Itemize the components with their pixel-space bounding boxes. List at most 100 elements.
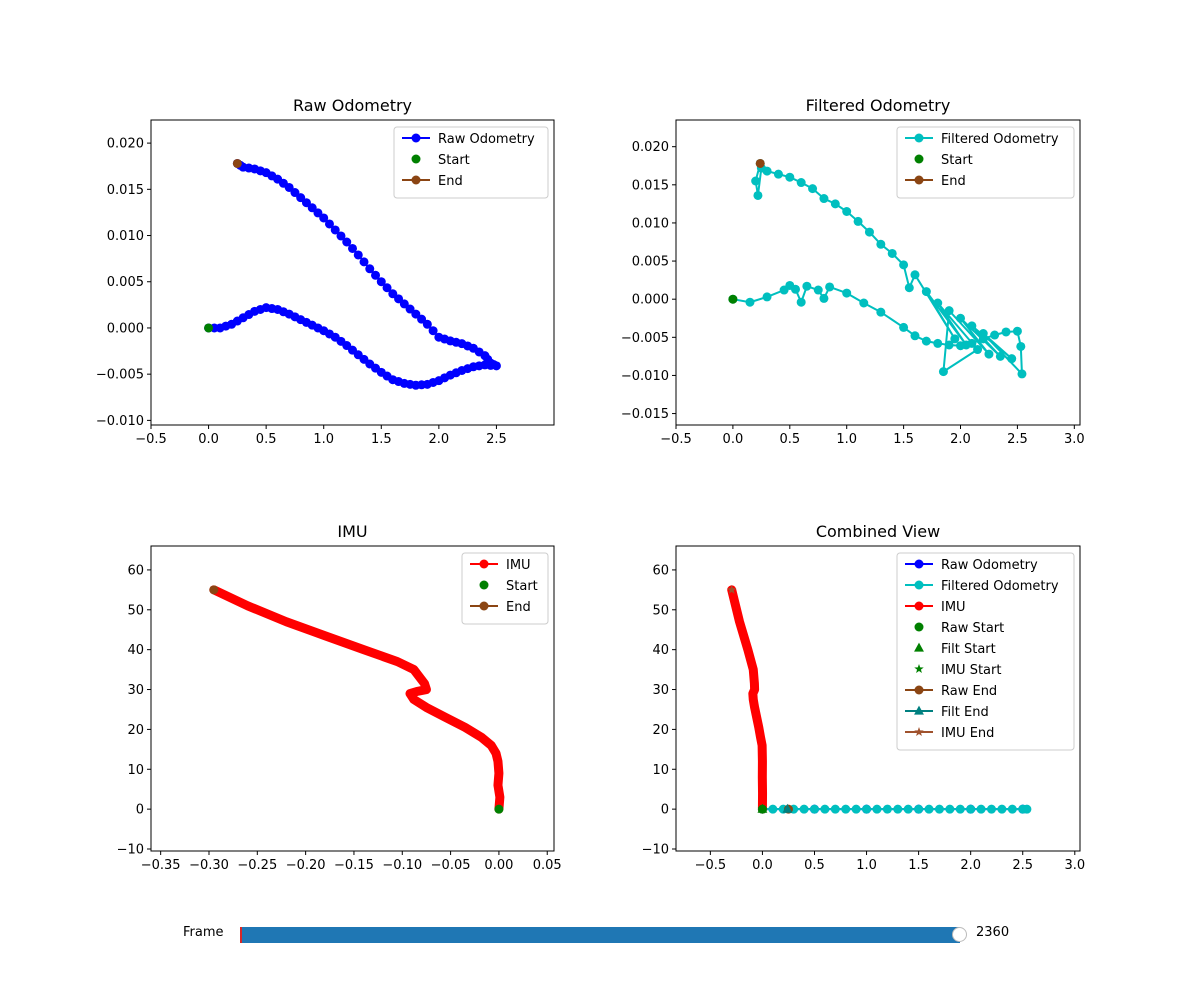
legend-handle-marker: [914, 727, 924, 736]
raw-odometry-point: [342, 237, 352, 247]
legend-box: [896, 126, 1075, 199]
filtered-odometry-point: [796, 297, 806, 307]
filtered-odometry-point: [790, 284, 800, 294]
frame-slider-handle[interactable]: [952, 927, 967, 942]
filtered-odometry-point: [1007, 804, 1017, 814]
slider-value: 2360: [976, 925, 1010, 940]
filtered-odometry-point: [1007, 354, 1017, 364]
legend-label: Filtered Odometry: [941, 132, 1059, 147]
x-tick-label: 2.5: [486, 432, 507, 447]
legend-handle-marker: [914, 705, 924, 715]
y-tick-label: −0.015: [621, 407, 669, 422]
legend-handle-marker: [479, 559, 489, 569]
plot-area: [209, 585, 505, 814]
x-tick-label: −0.20: [286, 858, 326, 873]
subplot-1: Filtered Odometry −0.5 0.0 0.5 1.0 1.5 2.0 2.5 3…: [621, 96, 1085, 447]
raw-odometry-point: [313, 208, 323, 218]
filtered-odometry-point: [961, 340, 971, 350]
filtered-odometry-point: [802, 281, 812, 291]
legend-label: End: [506, 600, 531, 615]
legend: IMU Start End: [461, 552, 549, 625]
raw-odometry-point: [405, 304, 415, 314]
y-tick-label: 0.010: [632, 216, 669, 231]
x-tick-label: 0.0: [723, 432, 744, 447]
y-tick-label: 50: [127, 603, 144, 618]
filtered-odometry-point: [785, 172, 795, 182]
y-tick-label: 0.015: [107, 183, 144, 198]
legend-label: IMU: [941, 600, 966, 615]
legend: Raw Odometry Start End: [393, 126, 549, 199]
filtered-odometry-point: [945, 804, 955, 814]
x-tick-label: −0.10: [382, 858, 422, 873]
filtered-odometry-point: [820, 804, 830, 814]
y-tick-label: 40: [652, 643, 669, 658]
raw-odometry-point: [330, 225, 340, 235]
filtered-odometry-point: [745, 297, 755, 307]
y-tick-label: 0.015: [632, 178, 669, 193]
filtered-odometry-point: [934, 804, 944, 814]
x-tick-label: −0.25: [237, 858, 277, 873]
subplot-3: Combined View −0.5 0.0 0.5 1.0 1.5 2.0 2.5 3.0 −1…: [642, 522, 1086, 873]
x-tick-label: 0.0: [752, 858, 773, 873]
x-tick-label: 1.0: [856, 858, 877, 873]
filtered-odometry-point: [830, 199, 840, 209]
legend-label: Raw Odometry: [941, 558, 1038, 573]
raw-odometry-point: [353, 250, 363, 260]
legend-label: Raw Odometry: [438, 132, 535, 147]
filtered-odometry-point: [872, 804, 882, 814]
legend-label: Filt End: [941, 705, 989, 720]
plot-area: [727, 584, 1032, 814]
filtered-odometry-point: [859, 298, 869, 308]
x-tick-label: 0.5: [256, 432, 277, 447]
legend-label: Start: [941, 153, 973, 168]
filtered-odometry-point: [893, 804, 903, 814]
filtered-odometry-point: [976, 804, 986, 814]
y-tick-label: −10: [642, 843, 669, 858]
raw-odometry-point: [296, 193, 306, 203]
y-tick-label: −0.005: [96, 368, 144, 383]
filtered-odometry-point: [1017, 369, 1027, 379]
frame-slider-initial-marker: [240, 927, 242, 943]
filtered-odometry-point: [990, 330, 1000, 340]
raw-odometry-point: [394, 294, 404, 304]
legend-handle-marker: [914, 622, 924, 632]
x-tick-label: 2.5: [1007, 432, 1028, 447]
plot-area: [728, 158, 1027, 379]
y-tick-label: 0.000: [632, 293, 669, 308]
filtered-odometry-point: [876, 239, 886, 249]
end-marker: [232, 158, 242, 168]
raw-odometry-point: [324, 219, 334, 229]
filtered-odometry-point: [967, 321, 977, 331]
x-tick-label: 0.5: [779, 432, 800, 447]
y-tick-label: 0.000: [107, 321, 144, 336]
y-tick-label: 30: [127, 683, 144, 698]
x-tick-label: 1.5: [893, 432, 914, 447]
filtered-odometry-point: [864, 227, 874, 237]
filtered-odometry-point: [842, 207, 852, 216]
y-tick-label: −0.010: [621, 369, 669, 384]
filtered-odometry-point: [995, 351, 1005, 361]
start-marker: [204, 323, 214, 333]
filtered-odometry-point: [841, 804, 851, 814]
filtered-odometry-point: [997, 804, 1007, 814]
x-tick-label: 3.0: [1064, 432, 1085, 447]
legend-label: IMU: [506, 558, 531, 573]
x-tick-label: 0.5: [804, 858, 825, 873]
legend-handle-marker: [914, 601, 924, 611]
end-marker: [209, 585, 219, 595]
x-tick-label: −0.5: [695, 858, 727, 873]
legend-label: Filt Start: [941, 642, 996, 657]
x-tick-label: 1.0: [313, 432, 334, 447]
x-tick-label: 1.5: [908, 858, 929, 873]
filtered-odometry-point: [825, 282, 835, 292]
y-tick-label: 0.005: [632, 255, 669, 270]
filtered-odometry-point: [751, 176, 761, 186]
filtered-odometry-point: [876, 307, 886, 317]
y-tick-label: 0.005: [107, 275, 144, 290]
raw-odometry-point: [417, 314, 427, 324]
filtered-odometry-point: [1022, 804, 1032, 814]
chart-title: IMU: [337, 522, 367, 541]
raw-odometry-point: [376, 277, 386, 287]
frame-slider-track[interactable]: [241, 927, 960, 943]
plot-area: [204, 158, 501, 390]
